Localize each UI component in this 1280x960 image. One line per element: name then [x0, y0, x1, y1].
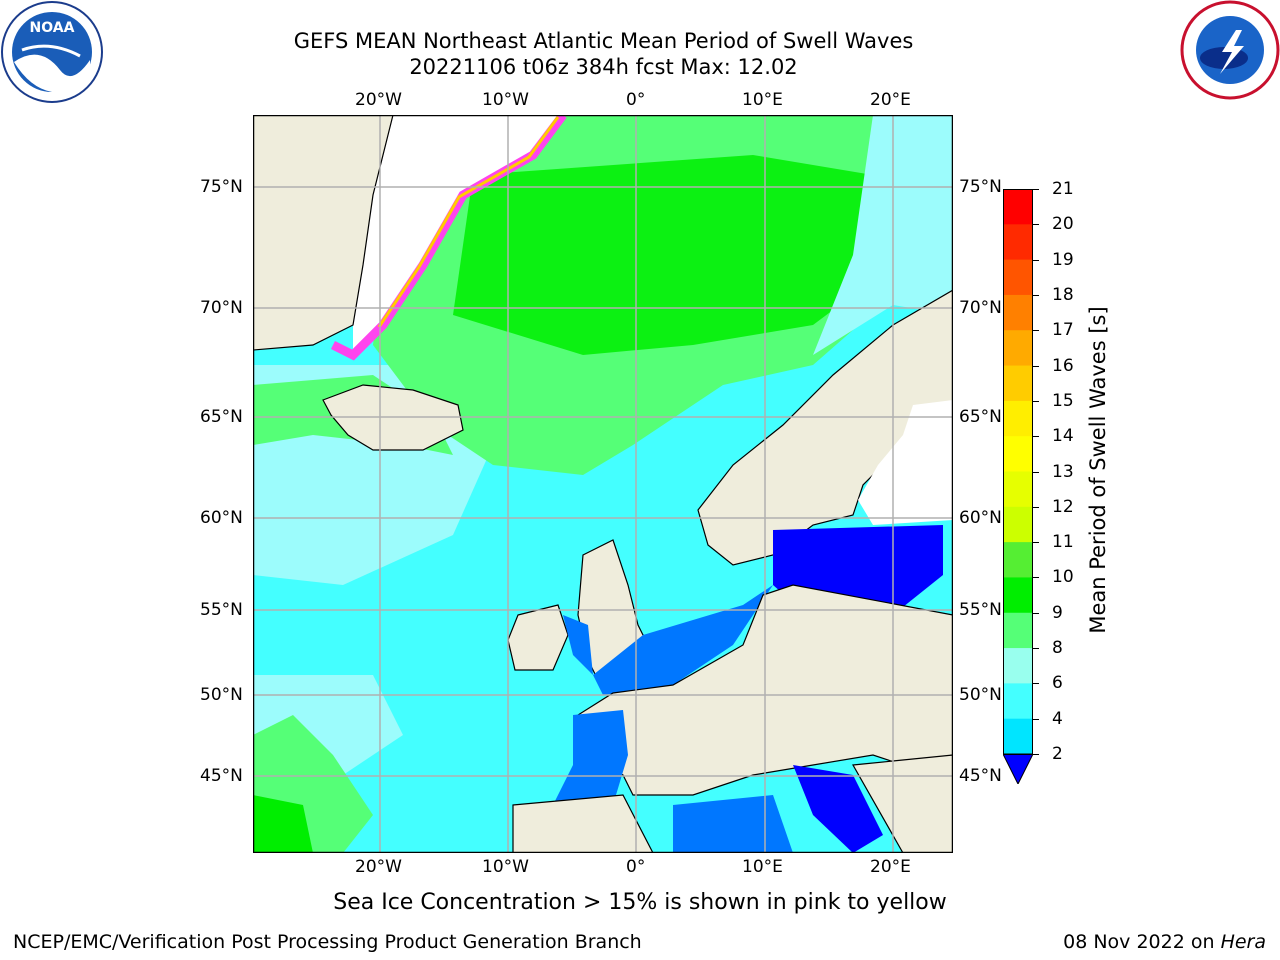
colorbar-tick-label: 11: [1052, 532, 1074, 553]
colorbar-tick-label: 16: [1052, 355, 1074, 376]
colorbar-tick-mark: [1033, 189, 1039, 190]
colorbar-tick-label: 2: [1052, 744, 1063, 764]
colorbar-segment: [1003, 189, 1033, 225]
colorbar-tick-label: 14: [1052, 426, 1074, 447]
colorbar-tick-label: 12: [1052, 496, 1074, 517]
lat-label-left: 65°N: [200, 407, 243, 427]
lat-label-right: 70°N: [959, 298, 1002, 318]
sea-ice-caption: Sea Ice Concentration > 15% is shown in …: [333, 890, 947, 915]
colorbar-label: Mean Period of Swell Waves [s]: [1086, 306, 1110, 634]
lat-label-right: 75°N: [959, 177, 1002, 197]
lon-label-bottom: 0°: [626, 857, 646, 877]
colorbar-segment: [1003, 365, 1033, 402]
colorbar-tick-mark: [1033, 436, 1039, 438]
colorbar-tick-mark: [1033, 224, 1039, 226]
colorbar-segment: [1003, 436, 1033, 472]
lon-label-top: 10°E: [742, 90, 783, 110]
noaa-logo-icon: [0, 0, 104, 104]
colorbar-segment: [1003, 259, 1033, 296]
colorbar-tick-label: 9: [1052, 602, 1063, 623]
chart-title-line2: 20221106 t06z 384h fcst Max: 12.02: [409, 55, 798, 79]
colorbar-tick-mark: [1033, 506, 1039, 508]
lat-label-right: 50°N: [959, 685, 1002, 705]
footer-date: 08 Nov 2022 on Hera: [1063, 931, 1266, 953]
colorbar-segment: [1003, 577, 1033, 614]
footer-date-text: 08 Nov 2022 on: [1063, 931, 1221, 953]
colorbar-tick-label: 6: [1052, 673, 1063, 694]
colorbar-segment: [1003, 648, 1033, 684]
colorbar-segment: [1003, 294, 1033, 331]
footer-org: NCEP/EMC/Verification Post Processing Pr…: [13, 931, 642, 953]
colorbar-tick-label: 15: [1052, 390, 1074, 411]
colorbar-extend-triangle: [1002, 753, 1034, 786]
colorbar-tick-mark: [1033, 683, 1039, 685]
colorbar-tick-mark: [1033, 330, 1039, 332]
colorbar-segment: [1003, 683, 1033, 720]
colorbar-tick-mark: [1033, 648, 1039, 650]
colorbar-segment: [1003, 542, 1033, 578]
colorbar-segment: [1003, 471, 1033, 508]
colorbar-tick-label: 10: [1052, 567, 1074, 588]
lat-label-left: 60°N: [200, 508, 243, 528]
colorbar-tick-mark: [1033, 718, 1039, 720]
colorbar-segment: [1003, 612, 1033, 649]
colorbar-tick-mark: [1033, 471, 1039, 473]
lon-label-bottom: 20°W: [355, 857, 402, 877]
colorbar-tick-mark: [1033, 400, 1039, 402]
colorbar: [1002, 189, 1034, 786]
lat-label-left: 50°N: [200, 685, 243, 705]
colorbar-outline: [1003, 189, 1033, 755]
nws-logo-icon: [1180, 0, 1280, 100]
colorbar-tick-label: 17: [1052, 320, 1074, 341]
lat-label-right: 45°N: [959, 766, 1002, 786]
colorbar-tick-label: 19: [1052, 249, 1074, 270]
lat-label-right: 65°N: [959, 407, 1002, 427]
lon-label-bottom: 10°W: [482, 857, 529, 877]
lon-label-top: 10°W: [482, 90, 529, 110]
lon-label-top: 0°: [626, 90, 646, 110]
colorbar-segment: [1003, 506, 1033, 543]
colorbar-segment: [1003, 718, 1033, 755]
lat-label-right: 60°N: [959, 508, 1002, 528]
lon-label-top: 20°W: [355, 90, 402, 110]
footer-system: Hera: [1220, 931, 1266, 953]
lat-label-left: 70°N: [200, 298, 243, 318]
colorbar-tick-mark: [1033, 542, 1039, 544]
colorbar-tick-mark: [1033, 259, 1039, 261]
chart-title-line1: GEFS MEAN Northeast Atlantic Mean Period…: [293, 29, 914, 53]
lon-label-bottom: 10°E: [742, 857, 783, 877]
colorbar-segment: [1003, 224, 1033, 261]
lat-label-right: 55°N: [959, 600, 1002, 620]
colorbar-tick-mark: [1033, 365, 1039, 367]
lat-label-left: 75°N: [200, 177, 243, 197]
colorbar-segment: [1003, 400, 1033, 437]
colorbar-tick-mark: [1033, 754, 1039, 755]
colorbar-tick-label: 8: [1052, 638, 1063, 659]
colorbar-tick-label: 18: [1052, 284, 1074, 305]
colorbar-tick-label: 13: [1052, 461, 1074, 482]
colorbar-tick-label: 20: [1052, 214, 1074, 235]
map-canvas: [253, 115, 953, 853]
colorbar-tick-mark: [1033, 294, 1039, 296]
colorbar-tick-label: 4: [1052, 708, 1063, 729]
lon-label-top: 20°E: [870, 90, 911, 110]
colorbar-tick-mark: [1033, 612, 1039, 614]
colorbar-segment: [1003, 330, 1033, 367]
colorbar-tick-mark: [1033, 577, 1039, 579]
noaa-logo-text: NOAA: [29, 20, 75, 36]
lat-label-left: 45°N: [200, 766, 243, 786]
colorbar-tick-label: 21: [1052, 179, 1074, 199]
lon-label-bottom: 20°E: [870, 857, 911, 877]
lat-label-left: 55°N: [200, 600, 243, 620]
